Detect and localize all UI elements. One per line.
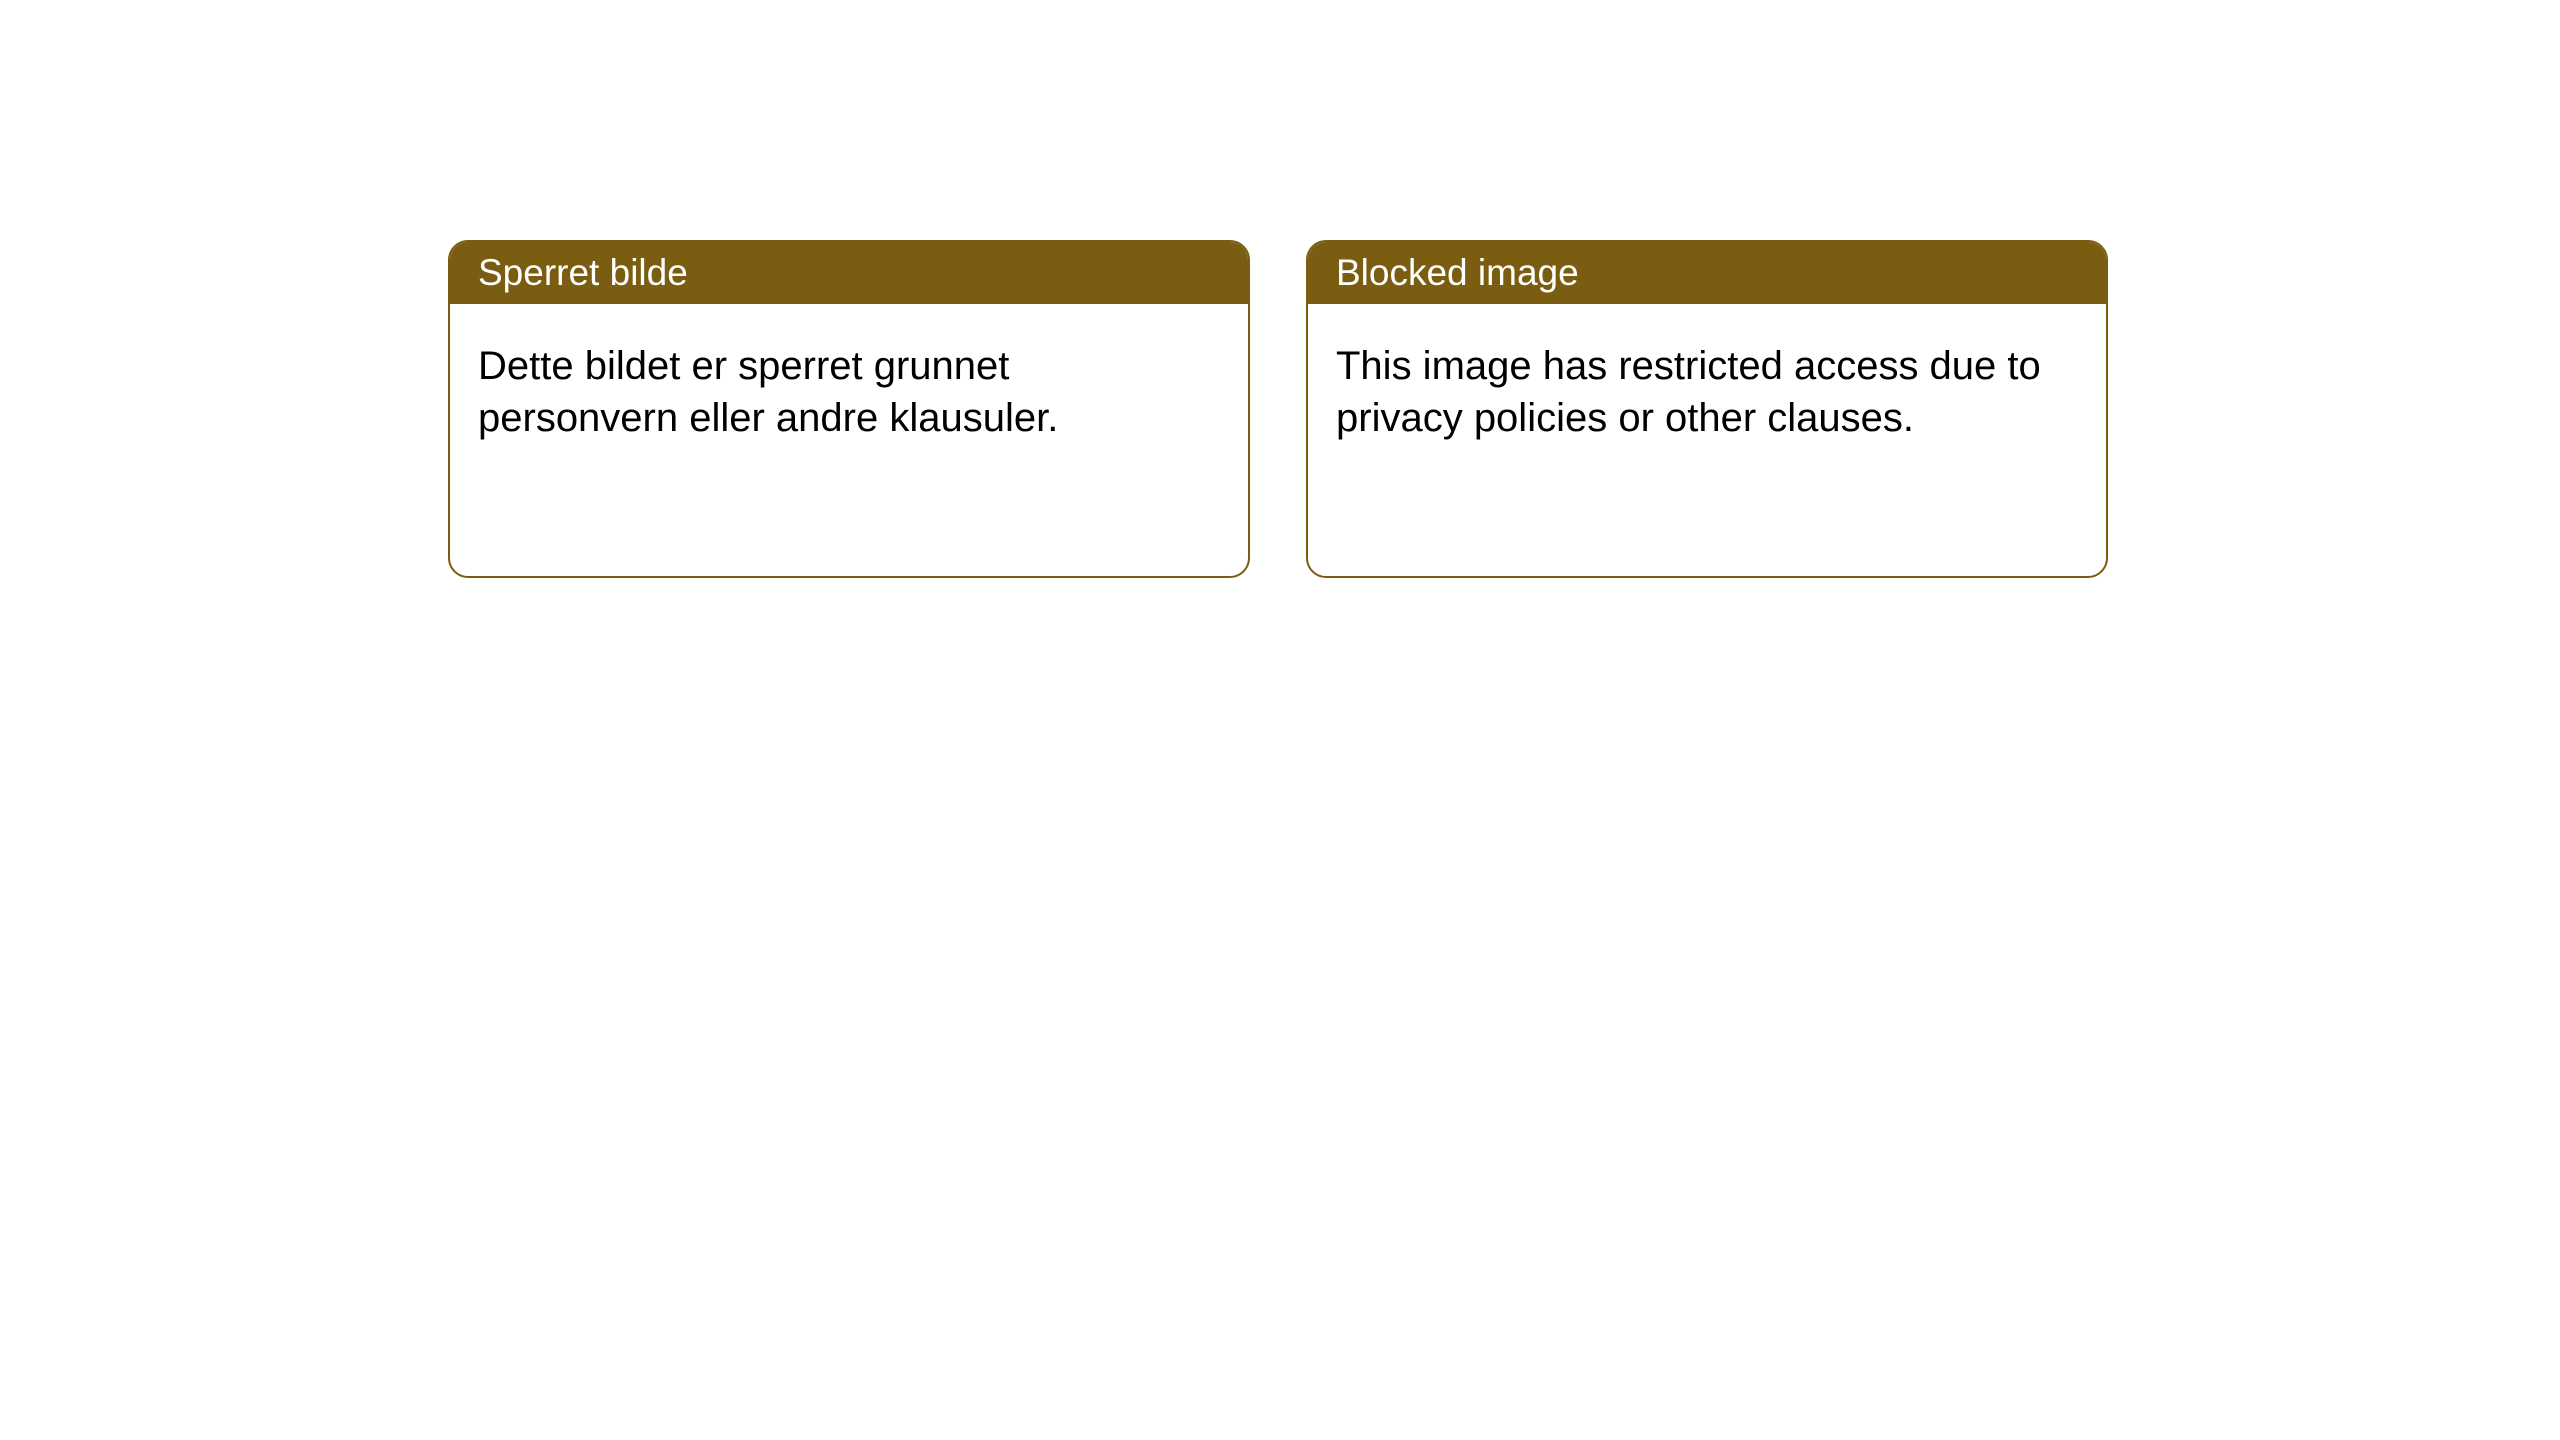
card-body-norwegian: Dette bildet er sperret grunnet personve… xyxy=(450,304,1248,480)
card-body-text: This image has restricted access due to … xyxy=(1336,344,2041,440)
notice-card-norwegian: Sperret bilde Dette bildet er sperret gr… xyxy=(448,240,1250,578)
card-title: Blocked image xyxy=(1336,252,1579,293)
notice-card-english: Blocked image This image has restricted … xyxy=(1306,240,2108,578)
card-body-english: This image has restricted access due to … xyxy=(1308,304,2106,480)
card-header-english: Blocked image xyxy=(1308,242,2106,304)
card-header-norwegian: Sperret bilde xyxy=(450,242,1248,304)
card-title: Sperret bilde xyxy=(478,252,688,293)
notice-cards-container: Sperret bilde Dette bildet er sperret gr… xyxy=(448,240,2108,578)
card-body-text: Dette bildet er sperret grunnet personve… xyxy=(478,344,1058,440)
